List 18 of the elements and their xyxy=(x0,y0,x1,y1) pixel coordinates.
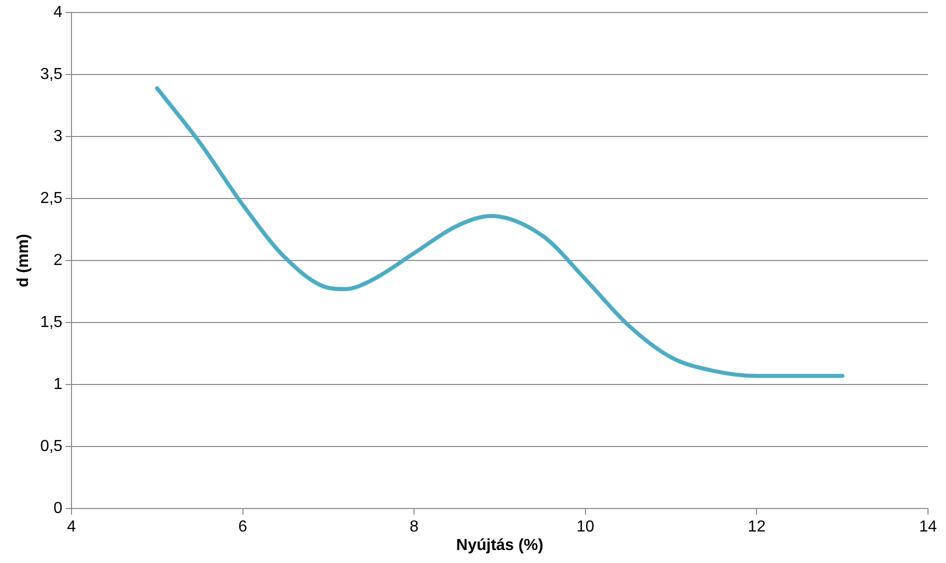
y-tick-label: 3 xyxy=(54,128,63,146)
x-tick-label: 14 xyxy=(919,518,937,536)
y-tick-label: 0,5 xyxy=(40,438,63,456)
y-tick-label: 3,5 xyxy=(40,66,63,84)
y-axis-title: d (mm) xyxy=(15,234,32,288)
x-tick-label: 10 xyxy=(576,518,594,536)
x-tick-label: 6 xyxy=(238,518,248,536)
x-tick-label: 12 xyxy=(748,518,766,536)
line-series xyxy=(155,86,844,378)
y-tick-label: 2 xyxy=(54,252,63,270)
x-tick-label: 4 xyxy=(66,518,76,536)
y-tick-label: 1 xyxy=(54,376,63,394)
y-tick-label: 4 xyxy=(54,4,63,22)
x-axis-title: Nyújtás (%) xyxy=(456,536,544,554)
y-tick-label: 2,5 xyxy=(40,190,63,208)
y-tick-label: 1,5 xyxy=(40,314,63,332)
y-tick-label: 0 xyxy=(54,500,63,518)
x-tick-label: 8 xyxy=(410,518,419,536)
